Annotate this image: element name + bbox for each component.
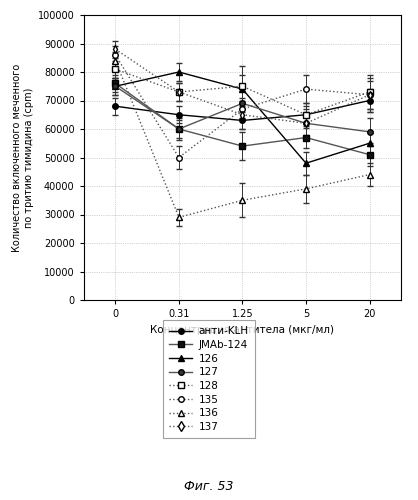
X-axis label: Концентрация антитела (мкг/мл): Концентрация антитела (мкг/мл) bbox=[150, 324, 334, 334]
Legend: анти-KLH, JMAb-124, 126, 127, 128, 135, 136, 137: анти-KLH, JMAb-124, 126, 127, 128, 135, … bbox=[163, 320, 255, 438]
Y-axis label: Количество включенного меченного
по тритию тимидина (cpm): Количество включенного меченного по трит… bbox=[12, 64, 34, 252]
Text: Фиг. 53: Фиг. 53 bbox=[184, 480, 234, 492]
